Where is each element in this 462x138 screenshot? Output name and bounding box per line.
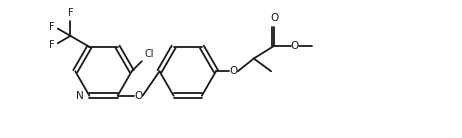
Text: F: F [49, 22, 54, 32]
Text: Cl: Cl [144, 49, 153, 59]
Text: F: F [49, 40, 54, 50]
Text: F: F [67, 8, 73, 18]
Text: O: O [134, 91, 142, 101]
Text: N: N [76, 91, 84, 101]
Text: O: O [270, 13, 279, 22]
Text: O: O [229, 66, 237, 76]
Text: O: O [291, 41, 299, 51]
